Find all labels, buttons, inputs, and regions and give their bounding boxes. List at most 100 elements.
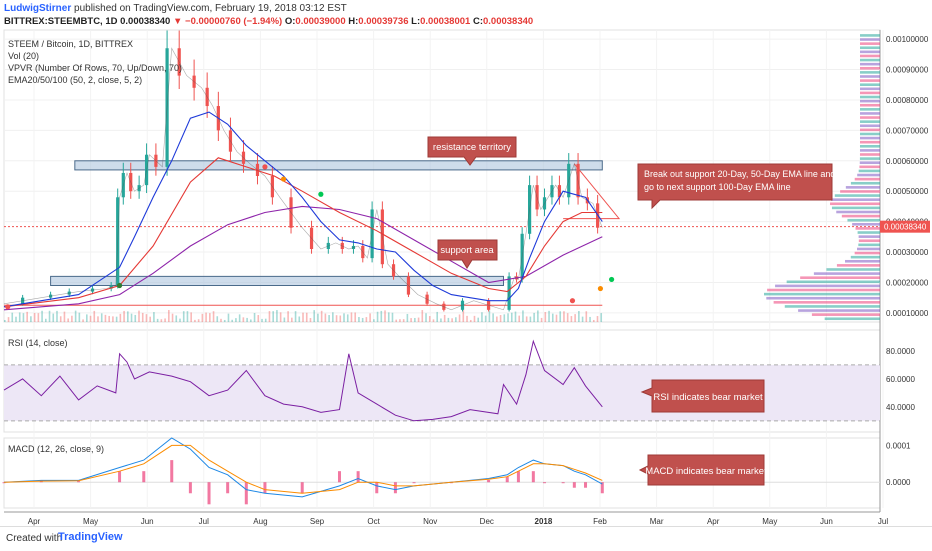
volume-bar (186, 311, 189, 322)
vpvr-bar (859, 161, 880, 165)
volume-bar (581, 316, 584, 322)
time-tick-label: Nov (423, 517, 437, 526)
macd-histogram-bar (356, 471, 360, 483)
vpvr-bar (857, 173, 880, 177)
vpvr-bar (859, 144, 880, 148)
volume-bar (376, 311, 379, 322)
volume-bar (324, 313, 327, 322)
volume-bar (313, 310, 315, 322)
volume-bar (391, 312, 394, 322)
vpvr-bar (860, 108, 880, 111)
vpvr-bar (766, 296, 880, 300)
macd-histogram-bar (449, 482, 453, 484)
volume-bar (97, 316, 99, 322)
time-tick-label: Apr (28, 517, 41, 526)
footer: Created with TradingView (0, 526, 932, 551)
vpvr-bar (860, 83, 880, 87)
volume-bar (473, 315, 476, 322)
vpvr-bar (860, 87, 880, 91)
volume-bar (294, 311, 297, 322)
macd-tick-label: 0.0000 (886, 478, 911, 487)
volume-bar (33, 313, 36, 322)
macd-histogram-bar (77, 481, 81, 483)
macd-note: MACD indicates bear market (638, 454, 767, 486)
ema-cross-marker (609, 276, 615, 283)
vpvr-bar (784, 305, 880, 308)
volume-bar (443, 314, 446, 322)
vpvr-bar (845, 259, 880, 263)
vpvr-bar (860, 50, 880, 54)
macd-histogram-bar (584, 482, 588, 488)
price-tick-label: 0.00050000 (886, 187, 929, 196)
volume-bar (399, 319, 401, 322)
volume-bar (339, 315, 342, 322)
volume-bar (26, 311, 28, 322)
price-tick-label: 0.00100000 (886, 35, 929, 44)
price-zone (74, 160, 603, 171)
vpvr-bar (824, 317, 880, 321)
volume-bar (127, 311, 129, 322)
volume-bar (63, 311, 66, 322)
volume-bar (82, 319, 84, 322)
vpvr-bar (860, 132, 880, 136)
macd-histogram-bar (142, 471, 146, 483)
tradingview-logo[interactable]: TradingView (58, 531, 123, 543)
trading-chart[interactable]: 0.00100000 0.00090000 0.00080000 0.00070000… (0, 0, 932, 526)
volume-bar (563, 311, 565, 322)
volume-bar (447, 317, 450, 322)
breakout-note: Break out support 20-Day, 50-Day EMA lin… (637, 163, 835, 210)
volume-bar (283, 317, 286, 322)
volume-bar (175, 315, 178, 322)
volume-bar (141, 312, 144, 322)
volume-bar (145, 314, 148, 322)
rsi-note: RSI indicates bear market (640, 379, 765, 413)
time-tick-label: Jul (878, 517, 888, 526)
vpvr-bar (811, 313, 880, 316)
volume-bar (7, 317, 10, 322)
vpvr-bar (775, 284, 880, 288)
volume-bar (533, 312, 535, 322)
volume-bar (537, 310, 539, 322)
volume-bar (596, 316, 599, 322)
vpvr-bar (858, 169, 880, 173)
vpvr-bar (859, 136, 880, 140)
volume-bar (41, 310, 43, 322)
vpvr-bar (836, 264, 880, 267)
vpvr-bar (859, 153, 880, 156)
volume-bar (600, 313, 603, 322)
volume-bar (455, 317, 457, 322)
volume-bar (384, 310, 386, 322)
rsi-tick-label: 80.0000 (886, 347, 915, 356)
open-label: O: (284, 16, 296, 27)
macd-histogram-bar (531, 471, 535, 483)
volume-bar (410, 318, 412, 322)
author-link[interactable]: LudwigStirner (4, 3, 72, 14)
volume-bar (529, 316, 532, 322)
volume-bar (134, 314, 137, 322)
volume-bar (179, 318, 181, 322)
volume-bar (168, 310, 170, 322)
volume-bar (425, 313, 427, 322)
volume-bar (67, 318, 69, 322)
volume-bar (276, 310, 278, 322)
publish-info: published on TradingView.com, February 1… (74, 3, 347, 14)
last-price-tag (880, 220, 930, 233)
macd-histogram-bar (170, 460, 174, 483)
volume-bar (320, 310, 323, 322)
volume-bar (503, 314, 506, 322)
vpvr-bar (860, 95, 880, 99)
time-tick-label: May (762, 517, 777, 526)
high-value: 0.00039736 (358, 16, 409, 27)
vpvr-bar (857, 231, 880, 234)
volume-bar (305, 312, 308, 322)
volume-bar (201, 313, 204, 322)
vpvr-bar (850, 181, 880, 185)
volume-bar (197, 319, 200, 322)
ema-cross-marker (318, 191, 324, 197)
volume-bar (358, 317, 360, 322)
macd-histogram-bar (412, 482, 416, 484)
volume-bar (496, 316, 498, 322)
volume-bar (361, 317, 364, 322)
macd-histogram-bar (561, 482, 565, 484)
vpvr-bar (860, 62, 880, 66)
